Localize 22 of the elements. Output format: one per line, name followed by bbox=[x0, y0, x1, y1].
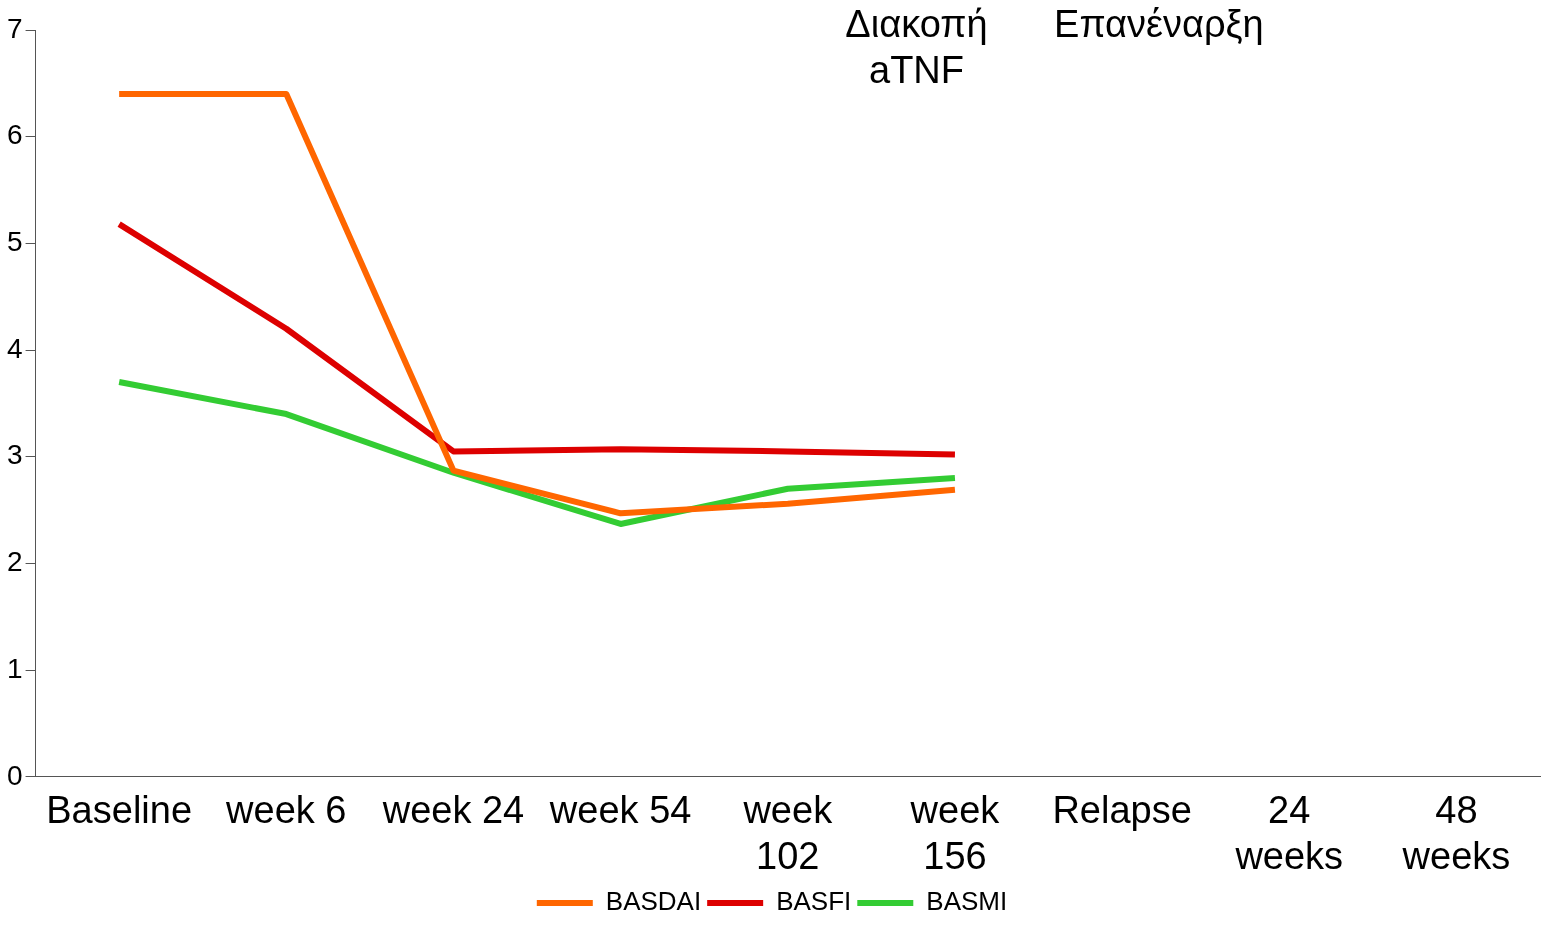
legend-label: BASFI bbox=[776, 886, 852, 917]
x-tick-label: Baseline bbox=[46, 789, 193, 832]
annotation: Διακοπή aTNF bbox=[845, 3, 988, 92]
y-tick-label: 3 bbox=[6, 439, 23, 471]
y-tick-label: 2 bbox=[6, 546, 23, 578]
legend-label: BASDAI bbox=[605, 886, 702, 917]
y-tick-label: 0 bbox=[6, 759, 23, 791]
y-tick-label: 1 bbox=[6, 652, 23, 684]
y-tick-label: 7 bbox=[6, 12, 23, 44]
x-tick-label: week 102 bbox=[742, 789, 834, 877]
x-tick-label: week 54 bbox=[548, 789, 692, 832]
x-tick-label: week 156 bbox=[909, 789, 1001, 877]
y-tick-label: 5 bbox=[6, 226, 23, 258]
y-tick-label: 4 bbox=[6, 332, 23, 364]
y-tick-label: 6 bbox=[6, 119, 23, 151]
x-tick-label: 24 weeks bbox=[1234, 789, 1344, 877]
x-tick-label: week 6 bbox=[225, 789, 347, 832]
x-tick-label: 48 weeks bbox=[1401, 789, 1511, 877]
x-tick-label: Relapse bbox=[1052, 789, 1192, 832]
legend-label: BASMI bbox=[926, 886, 1008, 917]
annotation: Επανέναρξη bbox=[1054, 3, 1264, 46]
x-tick-label: week 24 bbox=[381, 789, 525, 832]
